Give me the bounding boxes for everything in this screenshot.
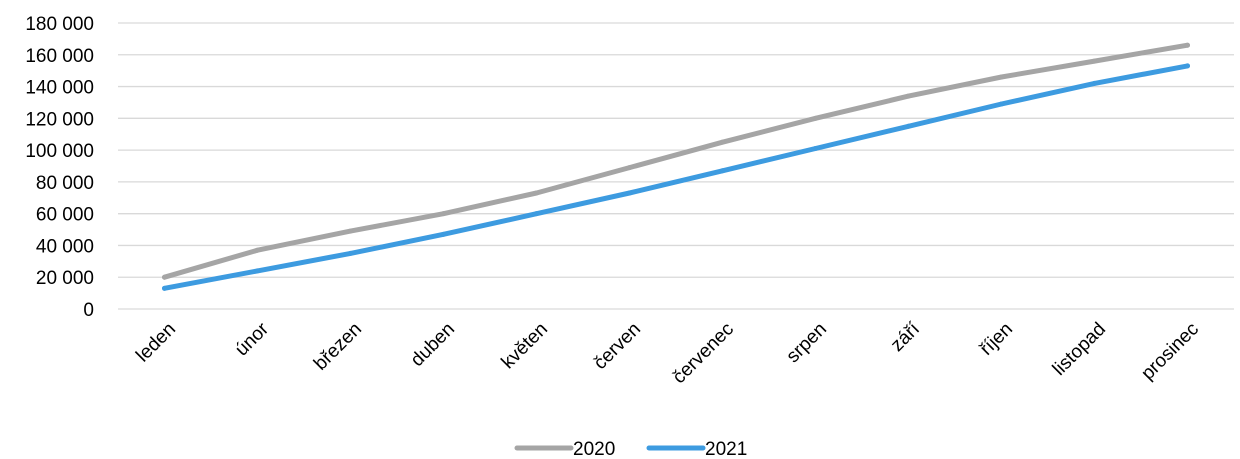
data-point <box>999 74 1004 80</box>
data-point <box>348 250 353 256</box>
x-tick-label: říjen <box>976 319 1017 360</box>
data-point <box>627 190 632 196</box>
data-point <box>1185 63 1190 69</box>
y-tick-label: 160 000 <box>25 46 94 67</box>
legend-label: 2021 <box>705 439 747 459</box>
data-point <box>906 123 911 129</box>
x-tick-label: březen <box>310 319 366 375</box>
data-point <box>534 190 539 196</box>
y-tick-label: 180 000 <box>25 14 94 35</box>
x-tick-label: červen <box>590 319 645 374</box>
data-point <box>255 268 260 274</box>
data-point <box>162 274 167 280</box>
x-tick-label: září <box>887 318 925 356</box>
data-point <box>813 115 818 121</box>
x-tick-label: duben <box>407 319 459 371</box>
x-tick-label: červenec <box>669 319 738 388</box>
legend-label: 2020 <box>573 439 615 459</box>
data-point <box>441 211 446 217</box>
y-tick-label: 80 000 <box>36 173 94 194</box>
x-tick-label: leden <box>132 319 180 367</box>
y-tick-label: 120 000 <box>25 109 94 130</box>
data-point <box>627 165 632 171</box>
legend: 2020 2021 <box>514 439 747 459</box>
data-point <box>813 146 818 152</box>
x-tick-label: únor <box>231 318 273 360</box>
y-tick-label: 60 000 <box>36 205 94 226</box>
data-point <box>348 228 353 234</box>
series-line-2020 <box>162 42 1190 280</box>
x-tick-label: srpen <box>783 319 831 367</box>
data-point <box>1092 58 1097 64</box>
y-tick-label: 100 000 <box>25 141 94 162</box>
data-point <box>720 139 725 145</box>
y-tick-label: 40 000 <box>36 236 94 257</box>
x-axis-tick-labels: leden únor březen duben květen červen červenec… <box>132 318 1203 388</box>
series-lines <box>162 42 1190 291</box>
data-point <box>906 93 911 99</box>
data-point <box>255 247 260 253</box>
y-tick-label: 0 <box>83 300 94 321</box>
series-line-2021 <box>162 63 1190 291</box>
y-tick-label: 20 000 <box>36 268 94 289</box>
x-tick-label: prosinec <box>1137 319 1203 385</box>
y-axis-tick-labels: 0 20 000 40 000 60 000 80 000 100 000 120 000 1… <box>25 14 94 321</box>
data-point <box>1185 42 1190 48</box>
data-point <box>1092 80 1097 86</box>
x-tick-label: květen <box>498 319 552 373</box>
data-point <box>720 168 725 174</box>
data-point <box>534 211 539 217</box>
data-point <box>441 231 446 237</box>
data-point <box>162 285 167 291</box>
x-tick-label: listopad <box>1049 319 1110 380</box>
y-tick-label: 140 000 <box>25 78 94 99</box>
data-point <box>999 101 1004 107</box>
